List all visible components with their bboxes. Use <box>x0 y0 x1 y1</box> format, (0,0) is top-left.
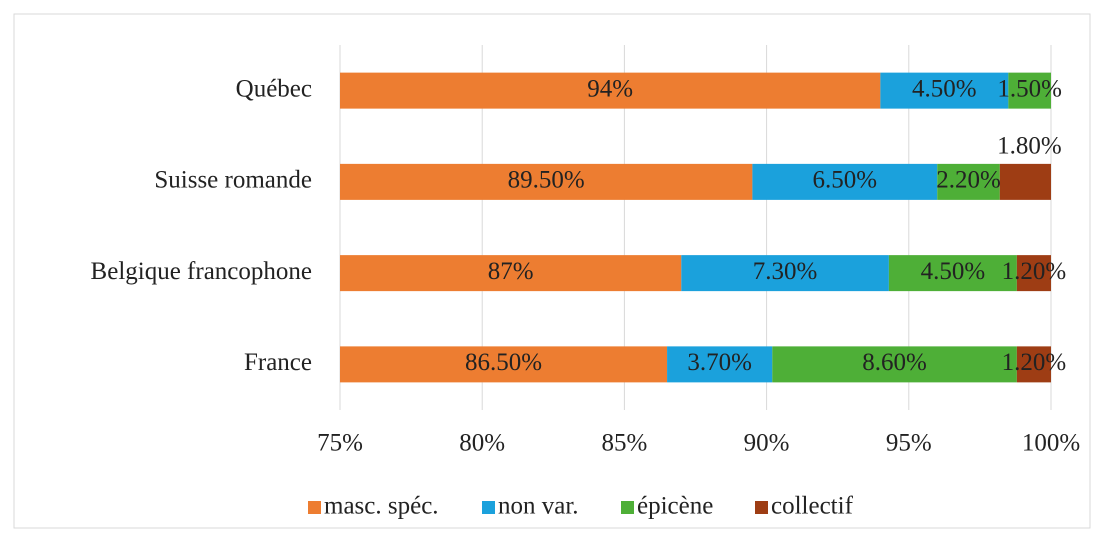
bar-segment <box>340 163 753 200</box>
y-tick-label: France <box>244 349 312 376</box>
legend-swatch <box>755 501 768 514</box>
x-tick-label: 90% <box>744 430 790 457</box>
bar-segment <box>681 255 889 292</box>
data-label: 8.60% <box>862 349 927 376</box>
data-label: 7.30% <box>753 258 818 285</box>
bar-segment <box>888 255 1017 292</box>
bar-segment <box>752 163 938 200</box>
data-label: 94% <box>587 75 633 102</box>
data-label: 89.50% <box>508 167 585 194</box>
y-tick-label: Suisse romande <box>154 167 312 194</box>
bar-segment <box>1016 346 1051 383</box>
legend-swatch <box>308 501 321 514</box>
bar-segment <box>999 163 1051 200</box>
data-label: 1.50% <box>997 75 1062 102</box>
legend-swatch <box>482 501 495 514</box>
legend-label: collectif <box>771 493 854 520</box>
x-tick-label: 100% <box>1022 430 1080 457</box>
data-label: 4.50% <box>912 75 977 102</box>
bar-segment <box>667 346 773 383</box>
data-label: 86.50% <box>465 349 542 376</box>
data-label: 1.80% <box>997 133 1062 160</box>
data-label: 6.50% <box>813 167 878 194</box>
y-tick-label: Québec <box>236 75 312 102</box>
legend-label: non var. <box>498 493 579 520</box>
bar-segment <box>340 346 668 383</box>
x-tick-label: 95% <box>886 430 932 457</box>
x-tick-label: 80% <box>459 430 505 457</box>
bar-segment <box>772 346 1017 383</box>
legend-swatch <box>621 501 634 514</box>
data-label: 4.50% <box>921 258 986 285</box>
data-label: 1.20% <box>1002 349 1067 376</box>
bar-segment <box>880 72 1009 109</box>
data-label: 3.70% <box>687 349 752 376</box>
legend-label: masc. spéc. <box>324 493 439 520</box>
data-label: 87% <box>488 258 534 285</box>
data-label: 2.20% <box>936 167 1001 194</box>
x-tick-label: 75% <box>317 430 363 457</box>
bar-segment <box>340 255 682 292</box>
x-tick-label: 85% <box>601 430 647 457</box>
y-tick-label: Belgique francophone <box>91 258 312 285</box>
bar-segment <box>937 163 1000 200</box>
data-label: 1.20% <box>1002 258 1067 285</box>
legend-label: épicène <box>637 493 713 520</box>
bar-segment <box>1016 255 1051 292</box>
bar-segment <box>340 72 881 109</box>
bar-segment <box>1008 72 1051 109</box>
